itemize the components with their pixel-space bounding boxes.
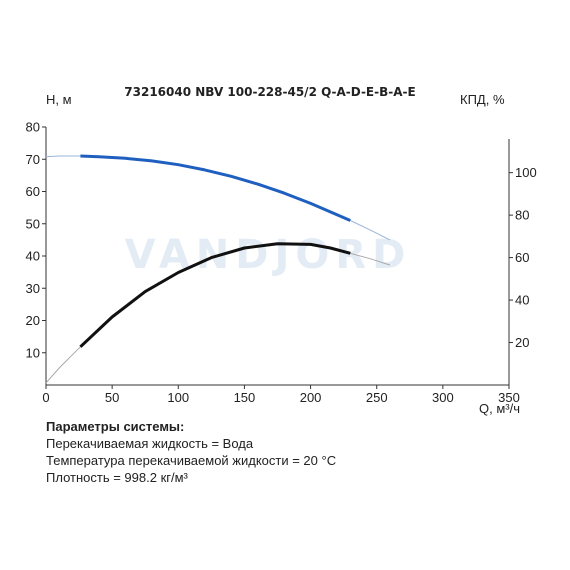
x-axis-label: Q, м³/ч (479, 401, 520, 416)
y-right-axis-label: КПД, % (460, 92, 505, 107)
system-parameters-title: Параметры системы: (46, 419, 185, 434)
y-right-tick-label: 20 (515, 335, 529, 350)
system-parameters: Параметры системы: Перекачиваемая жидкос… (46, 418, 336, 486)
efficiency-curve (79, 242, 351, 348)
y-right-tick-label: 40 (515, 293, 529, 308)
param-density: Плотность = 998.2 кг/м³ (46, 470, 188, 485)
x-tick-label: 250 (366, 390, 388, 405)
x-tick-label: 200 (300, 390, 322, 405)
head-curve-extension-right (350, 220, 391, 241)
y-left-tick-label: 20 (26, 313, 40, 328)
y-left-axis-label: H, м (46, 92, 72, 107)
head-curve-extension-left (45, 155, 81, 158)
y-left-tick-label: 10 (26, 345, 40, 360)
efficiency-curve-extension-left (45, 346, 81, 384)
y-right-tick-label: 100 (515, 165, 537, 180)
x-tick-label: 350 (498, 390, 520, 405)
series-lines (45, 154, 391, 384)
param-temperature: Температура перекачиваемой жидкости = 20… (46, 453, 337, 468)
chart-title: 73216040 NBV 100-228-45/2 Q-A-D-E-B-A-E (124, 85, 415, 99)
param-liquid: Перекачиваемая жидкость = Вода (46, 436, 254, 451)
y-left-tick-label: 60 (26, 184, 40, 199)
x-tick-label: 300 (432, 390, 454, 405)
y-left-tick-label: 80 (26, 120, 40, 135)
efficiency-curve-extension-right (350, 252, 391, 266)
head-curve (80, 154, 351, 222)
x-tick-label: 100 (167, 390, 189, 405)
y-left-tick-label: 70 (26, 152, 40, 167)
watermark-logo: VANDJORD (125, 232, 412, 278)
x-tick-label: 150 (234, 390, 256, 405)
y-left-tick-label: 40 (26, 249, 40, 264)
pump-curve-chart: VANDJORD 73216040 NBV 100-228-45/2 Q-A-D… (26, 85, 537, 416)
axes (42, 126, 513, 389)
x-tick-label: 50 (105, 390, 119, 405)
y-left-tick-label: 30 (26, 281, 40, 296)
tick-labels: 0 50 100 150 200 250 300 350 10 20 30 40 50 60 70 80 20 4… (26, 120, 537, 406)
y-left-tick-label: 50 (26, 216, 40, 231)
y-right-tick-label: 60 (515, 250, 529, 265)
x-tick-label: 0 (42, 390, 49, 405)
y-right-tick-label: 80 (515, 208, 529, 223)
